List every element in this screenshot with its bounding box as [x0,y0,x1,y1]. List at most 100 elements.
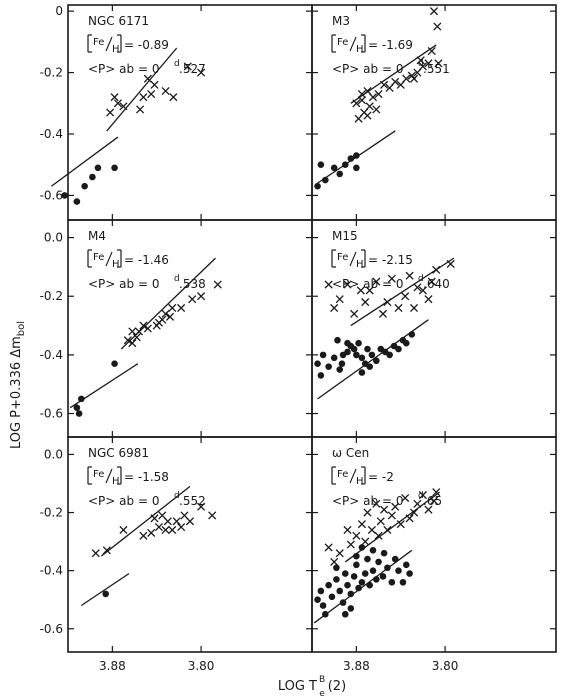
cross-point [434,59,443,68]
fe-value: = -2 [368,470,394,484]
dot-point [350,573,358,580]
cluster-name: M15 [332,229,358,243]
period-unit: d [174,274,180,284]
cross-point [396,80,405,89]
panel-2: 0.0 -0.2 -0.4 -0.6 M4 Fe H = -1.46 <P> ab = 0 d .5… [40,219,313,438]
fe-numerator: Fe [337,252,348,263]
period-unit: d [174,59,180,69]
cross-point [413,499,422,508]
cross-point [432,488,441,497]
fe-value: = -1.46 [124,253,169,267]
fraction-slash [105,468,113,484]
cross-point [139,321,148,330]
dot-point [344,581,351,589]
dot-point [388,578,396,586]
cross-point [405,514,414,523]
period-value: .640 [423,277,450,291]
panel-frame [311,436,557,653]
cross-point [110,93,119,102]
x-axis-label-sub: e [319,689,325,699]
dot-point [319,351,327,359]
cross-point [363,111,372,120]
fe-denominator: H [356,44,364,55]
fraction-slash [105,251,113,267]
y-tick-label: 0 [55,4,63,18]
cross-point [361,298,370,307]
cross-point [139,531,148,540]
dot-point [73,198,81,205]
cross-point [352,531,361,540]
dot-point [322,176,329,184]
x-axis-label-sup: B [319,675,325,685]
dot-point [369,567,377,574]
cross-point [424,295,433,304]
cross-point [372,499,381,508]
cross-point [343,280,352,289]
cross-point [409,303,419,313]
fe-denominator: H [356,476,364,487]
dot-point [358,544,366,551]
cross-point [330,557,339,566]
cross-point [374,90,383,99]
cross-point [376,517,385,526]
cluster-name: M4 [88,229,106,243]
dot-point [344,339,351,347]
cross-point [154,523,164,532]
cross-point [380,80,389,89]
cross-point [123,336,132,345]
dot-point [344,348,351,356]
y-tick-label: -0.4 [40,348,63,362]
dot-point [395,567,402,574]
dot-point [317,587,325,595]
dot-point [353,351,360,359]
cross-point [147,528,156,537]
dot-point [330,164,338,172]
dot-point [366,363,373,370]
cross-point [169,93,178,102]
y-tick-label: 0.0 [44,447,63,461]
period-unit: d [418,274,424,284]
dot-point [386,351,393,359]
cross-point [391,502,400,511]
cross-point [401,493,410,503]
y-tick-label: -0.6 [40,622,63,636]
cross-point [113,99,122,108]
cross-point [387,274,396,283]
dot-point [325,363,332,370]
panel-1: M3 Fe H = -1.69 <P> ab = 0 d .551 [311,4,557,221]
fit-line [100,485,191,557]
dot-point [369,547,377,554]
cross-point [119,525,128,535]
cross-point [177,523,186,532]
dot-point [355,339,362,347]
fe-value: = -1.69 [368,38,413,52]
dot-point [336,366,344,373]
cross-point [429,496,439,505]
period-value: .65 [423,494,442,508]
cross-point [367,525,376,535]
y-tick-label: -0.4 [40,564,63,578]
cross-point [91,549,100,558]
cross-point [132,333,141,342]
dot-point [402,561,410,569]
cross-point [401,292,410,301]
dot-point [61,192,68,199]
panel-5: ω Cen Fe H = -2 <P> ab = 0 d .65 [311,436,557,653]
dot-point [78,395,85,403]
cross-point [330,303,339,313]
x-tick-label: 3.80 [188,659,215,673]
cross-point [161,86,170,96]
dot-point [402,339,410,347]
cross-point [418,491,427,500]
cross-point [161,309,170,318]
dot-point [379,573,387,580]
cross-point [168,525,177,535]
fit-line [313,549,413,624]
dot-point [89,173,96,181]
dot-point [391,555,399,563]
y-tick-label: -0.2 [40,289,63,303]
fraction-slash [349,251,357,267]
cross-point [197,502,206,511]
period-value: .538 [179,277,206,291]
